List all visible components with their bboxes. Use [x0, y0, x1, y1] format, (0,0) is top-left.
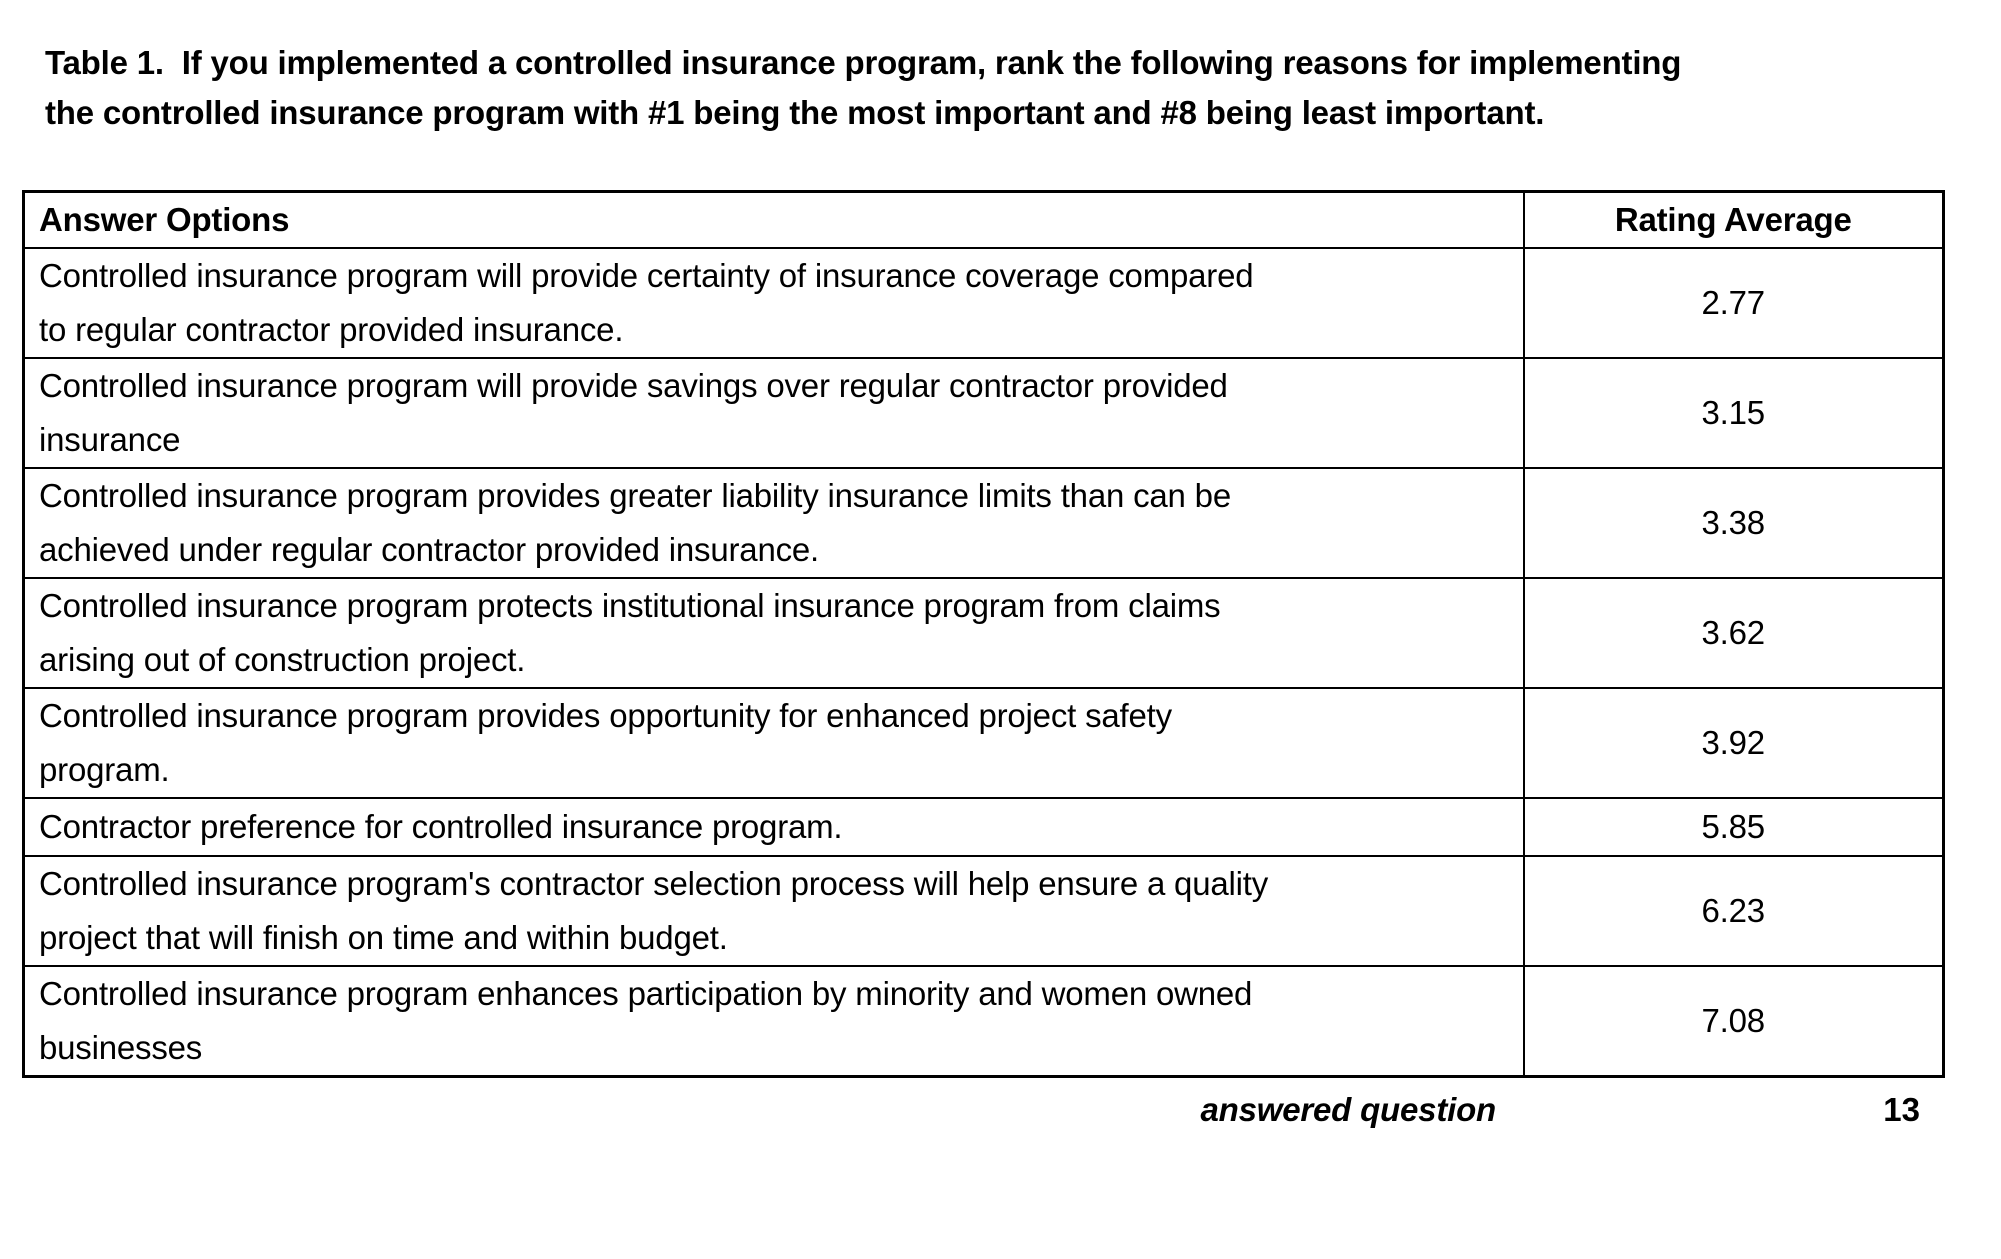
- table-header-row: Answer Options Rating Average: [22, 190, 1945, 249]
- answer-option-cell: Controlled insurance program's contracto…: [22, 855, 1525, 967]
- answer-option-cell: Controlled insurance program enhances pa…: [22, 965, 1525, 1078]
- rating-average-header: Rating Average: [1522, 190, 1945, 249]
- answered-question-count: 13: [1883, 1091, 1920, 1128]
- table-row: Controlled insurance program's contracto…: [22, 855, 1945, 967]
- answer-option-cell: Controlled insurance program protects in…: [22, 577, 1525, 689]
- rating-value-cell: 3.38: [1522, 467, 1945, 579]
- answer-option-cell: Controlled insurance program will provid…: [22, 357, 1525, 469]
- table-row: Controlled insurance program will provid…: [22, 357, 1945, 469]
- table-row: Controlled insurance program will provid…: [22, 247, 1945, 359]
- table-row: Contractor preference for controlled ins…: [22, 797, 1945, 857]
- table-row: Controlled insurance program provides gr…: [22, 467, 1945, 579]
- table-row: Controlled insurance program provides op…: [22, 687, 1945, 799]
- answer-option-cell: Controlled insurance program provides op…: [22, 687, 1525, 799]
- table-row: Controlled insurance program protects in…: [22, 577, 1945, 689]
- rating-value-cell: 5.85: [1522, 797, 1945, 857]
- answer-options-header: Answer Options: [22, 190, 1525, 249]
- rating-value-cell: 3.62: [1522, 577, 1945, 689]
- answer-option-cell: Controlled insurance program will provid…: [22, 247, 1525, 359]
- table-row: Controlled insurance program enhances pa…: [22, 965, 1945, 1078]
- answer-option-cell: Controlled insurance program provides gr…: [22, 467, 1525, 579]
- answered-question-label: answered question: [1200, 1091, 1496, 1128]
- page-title: Table 1. If you implemented a controlled…: [45, 44, 1682, 131]
- rating-value-cell: 3.92: [1522, 687, 1945, 799]
- answer-option-cell: Contractor preference for controlled ins…: [22, 797, 1525, 857]
- rating-value-cell: 2.77: [1522, 247, 1945, 359]
- rating-value-cell: 7.08: [1522, 965, 1945, 1078]
- rating-value-cell: 6.23: [1522, 855, 1945, 967]
- ranking-table: Answer Options Rating Average Controlled…: [22, 190, 1945, 1078]
- rating-value-cell: 3.15: [1522, 357, 1945, 469]
- table-footer: answered question 13: [22, 1084, 1942, 1136]
